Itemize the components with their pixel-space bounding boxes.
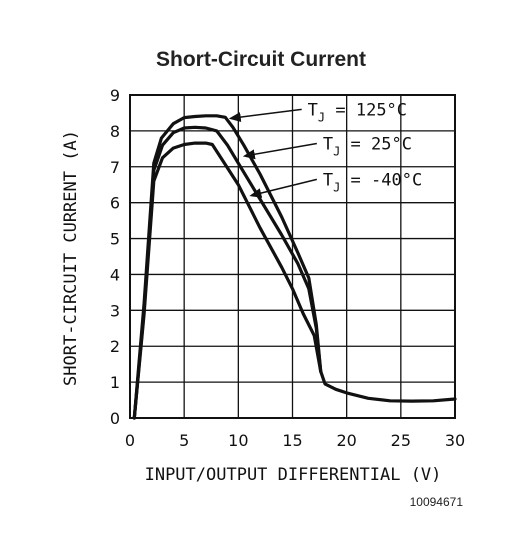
- series-line: [132, 114, 457, 420]
- x-tick-label: 25: [391, 431, 411, 450]
- y-tick-label: 1: [110, 373, 120, 392]
- y-axis-label: SHORT-CIRCUIT CURRENT (A): [61, 130, 81, 386]
- series-label: TJ = -40°C: [323, 170, 422, 194]
- annotation-arrow: [228, 108, 302, 123]
- series-lines: [132, 114, 457, 420]
- plot-frame: [129, 94, 456, 419]
- plot-border: [129, 94, 456, 419]
- series-label: TJ = 125°C: [308, 100, 407, 124]
- annotation-arrow: [242, 142, 317, 160]
- x-tick-labels: 0 5 10 15 20 25 30: [125, 431, 465, 450]
- y-tick-labels: 0 1 2 3 4 5 6 7 8 9: [110, 86, 120, 428]
- x-tick-label: 20: [336, 431, 356, 450]
- figure-id: 10094671: [410, 495, 464, 509]
- x-tick-label: 0: [125, 431, 135, 450]
- y-tick-label: 3: [110, 301, 120, 320]
- y-tick-label: 5: [110, 230, 120, 249]
- y-tick-label: 7: [110, 158, 120, 177]
- series-label: TJ = 25°C: [323, 134, 412, 158]
- x-tick-label: 30: [445, 431, 465, 450]
- series-line: [132, 141, 323, 420]
- y-tick-label: 4: [110, 265, 120, 284]
- x-tick-label: 10: [228, 431, 248, 450]
- y-tick-label: 0: [110, 409, 120, 428]
- chart-title: Short-Circuit Current: [156, 48, 366, 71]
- series-line: [132, 125, 323, 420]
- y-tick-label: 6: [110, 194, 120, 213]
- series-annotations: TJ = 125°C TJ = 25°C TJ = -40°C: [228, 100, 422, 198]
- x-axis-label: INPUT/OUTPUT DIFFERENTIAL (V): [145, 465, 442, 485]
- y-tick-label: 2: [110, 337, 120, 356]
- y-tick-label: 9: [110, 86, 120, 105]
- x-tick-label: 15: [282, 431, 302, 450]
- x-tick-label: 5: [179, 431, 189, 450]
- annotation-arrow: [249, 178, 318, 198]
- y-tick-label: 8: [110, 122, 120, 141]
